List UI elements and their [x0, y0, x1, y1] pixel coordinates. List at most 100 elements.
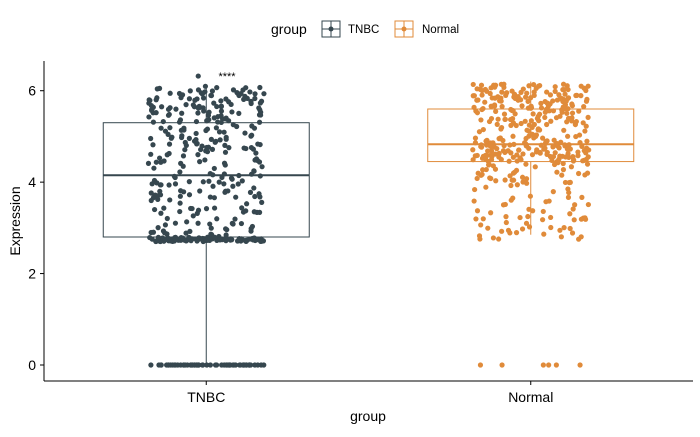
data-point [161, 205, 167, 211]
data-point [207, 194, 213, 200]
data-point [540, 362, 546, 368]
data-point [180, 153, 187, 159]
data-point [499, 103, 505, 110]
data-point [584, 161, 591, 167]
data-point [526, 224, 533, 230]
data-point [559, 172, 565, 178]
data-point [506, 158, 512, 164]
data-point [531, 81, 537, 88]
data-point [248, 98, 254, 104]
data-point [530, 208, 536, 214]
data-point [257, 141, 263, 148]
data-point [158, 182, 164, 188]
data-point [230, 221, 236, 227]
data-point [213, 125, 219, 131]
data-point [257, 100, 263, 106]
data-point [183, 102, 189, 108]
data-point [153, 110, 159, 116]
data-point [492, 166, 499, 172]
data-point [513, 230, 520, 236]
data-point [489, 95, 495, 101]
data-point [528, 118, 534, 124]
data-point [523, 176, 530, 182]
data-point [150, 119, 157, 125]
data-point [499, 228, 505, 234]
data-point [194, 96, 200, 102]
data-point [569, 230, 576, 236]
data-point [202, 89, 208, 95]
data-point [149, 181, 155, 187]
data-point [181, 362, 187, 368]
data-point [478, 82, 485, 88]
legend-label-normal: Normal [422, 24, 459, 36]
data-point [515, 93, 521, 100]
data-point [156, 362, 162, 368]
data-point [583, 98, 590, 104]
data-point [186, 179, 192, 185]
data-point [501, 81, 507, 87]
data-point [540, 135, 546, 141]
data-point [499, 89, 505, 95]
data-point [505, 148, 511, 154]
data-point [172, 220, 179, 226]
data-point [476, 129, 483, 135]
data-point [243, 85, 249, 91]
data-point [526, 122, 532, 128]
data-point [501, 111, 508, 117]
data-point [195, 110, 201, 116]
data-point [478, 117, 484, 123]
data-point [562, 91, 568, 97]
data-point [194, 238, 200, 244]
data-point [514, 182, 520, 188]
data-point [478, 144, 485, 150]
data-point [168, 237, 175, 243]
data-point [569, 110, 576, 116]
data-point [553, 362, 559, 368]
data-point [239, 205, 245, 211]
data-point [243, 362, 250, 368]
data-point [523, 220, 530, 226]
data-point [538, 142, 544, 148]
data-point [259, 199, 265, 205]
data-point [180, 236, 187, 243]
data-point [528, 103, 534, 109]
data-point [488, 210, 494, 216]
data-point [206, 178, 212, 184]
data-point [557, 96, 563, 102]
data-point [488, 148, 495, 154]
data-point [493, 178, 499, 184]
data-point [520, 151, 526, 157]
data-point [550, 153, 557, 160]
data-point [157, 192, 164, 198]
data-point [206, 109, 212, 115]
data-point [508, 122, 514, 128]
data-point [226, 362, 233, 368]
data-point [525, 213, 531, 220]
data-point [165, 106, 172, 112]
data-point [572, 121, 578, 128]
data-point [214, 216, 220, 222]
data-point [153, 159, 159, 165]
data-point [474, 208, 481, 214]
data-point [471, 93, 477, 99]
data-point [487, 175, 493, 181]
data-point [223, 96, 229, 102]
data-point [496, 236, 502, 242]
data-point [218, 108, 225, 114]
data-point-outlier [195, 73, 201, 79]
data-point [222, 142, 228, 148]
data-point [569, 101, 575, 107]
data-point [568, 164, 575, 170]
data-point [229, 176, 235, 182]
data-point [178, 127, 184, 133]
data-point [567, 146, 573, 152]
data-point [256, 159, 263, 165]
data-point [546, 362, 552, 368]
data-point [190, 213, 196, 219]
data-point [195, 220, 201, 226]
data-point [485, 225, 491, 231]
data-point [572, 202, 578, 208]
data-point [497, 98, 503, 104]
data-point [486, 162, 492, 168]
